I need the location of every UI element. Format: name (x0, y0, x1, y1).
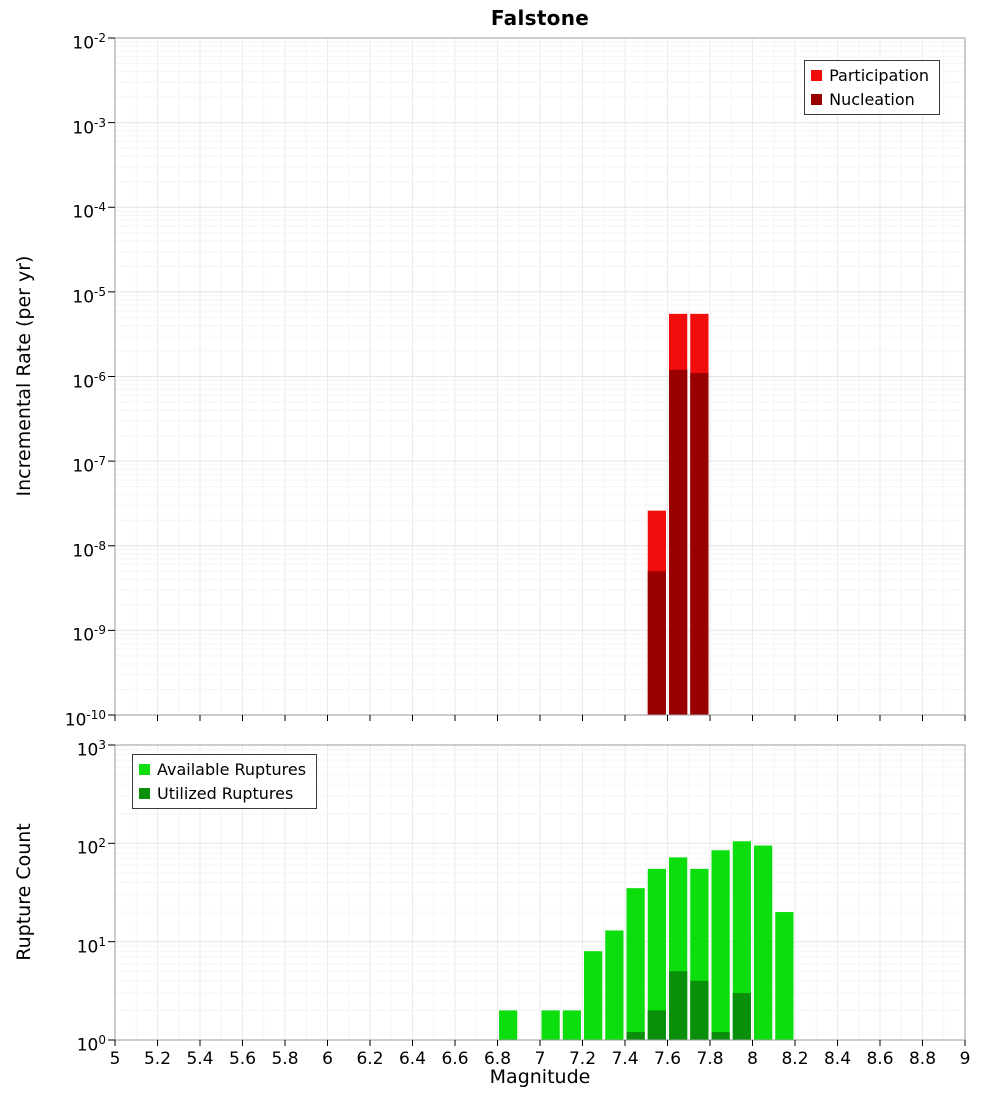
bar-available-ruptures (711, 850, 730, 1040)
bar-utilized-ruptures (669, 971, 688, 1040)
y-tick-label: 10-3 (72, 115, 106, 139)
bar-available-ruptures (626, 888, 645, 1040)
bar-available-ruptures (647, 868, 666, 1040)
participation-legend-label: Participation (829, 66, 929, 85)
bar-available-ruptures (732, 841, 751, 1040)
chart-title: Falstone (490, 6, 590, 30)
rate-legend: Participation Nucleation (804, 60, 940, 115)
bar-nucleation (669, 369, 688, 715)
x-tick-label: 5 (109, 1049, 121, 1069)
x-tick-label: 8 (747, 1049, 758, 1069)
x-tick-label: 8.4 (823, 1049, 852, 1069)
y-tick-label: 10-2 (72, 31, 106, 54)
x-tick-label: 6.8 (483, 1049, 512, 1069)
y-tick-label: 10-6 (72, 369, 106, 393)
y-tick-label: 10-10 (64, 708, 106, 731)
x-tick-label: 6.6 (441, 1049, 469, 1069)
bar-utilized-ruptures (626, 1032, 645, 1040)
x-tick-label: 7.8 (696, 1049, 724, 1069)
y-tick-label: 100 (76, 1033, 106, 1056)
y-tick-label: 10-4 (72, 200, 106, 223)
y-tick-label: 10-5 (72, 284, 106, 308)
y-tick-label: 101 (76, 934, 106, 958)
legend-item-participation: Participation (811, 65, 929, 86)
x-tick-label: 6.2 (356, 1049, 384, 1069)
bar-available-ruptures (541, 1010, 560, 1040)
bar-available-ruptures (584, 951, 603, 1040)
x-tick-label: 5.2 (143, 1049, 172, 1069)
x-tick-label: 5.4 (186, 1049, 214, 1069)
x-tick-label: 8.6 (866, 1049, 894, 1069)
nucleation-swatch-icon (811, 94, 823, 105)
x-tick-label: 5.8 (271, 1049, 299, 1069)
bar-available-ruptures (562, 1010, 581, 1040)
x-tick-label: 8.8 (908, 1049, 937, 1069)
available-ruptures-legend-label: Available Ruptures (157, 760, 307, 779)
bar-utilized-ruptures (711, 1032, 730, 1040)
bar-nucleation (690, 372, 709, 715)
bar-nucleation (647, 571, 666, 715)
x-tick-label: 7 (534, 1049, 546, 1069)
x-tick-label: 6 (322, 1049, 333, 1069)
x-tick-label: 7.4 (611, 1049, 639, 1069)
y-tick-label: 102 (76, 836, 106, 859)
x-tick-label: 5.6 (228, 1049, 257, 1069)
x-tick-label: 6.4 (398, 1049, 427, 1069)
utilized-ruptures-legend-label: Utilized Ruptures (157, 784, 294, 803)
legend-item-nucleation: Nucleation (811, 89, 929, 110)
y-tick-label: 103 (76, 738, 106, 761)
x-tick-label: 7.6 (653, 1049, 682, 1069)
y-tick-label: 10-7 (72, 454, 106, 477)
bar-available-ruptures (499, 1010, 518, 1040)
available-ruptures-swatch-icon (139, 764, 150, 775)
bar-utilized-ruptures (647, 1010, 666, 1040)
x-tick-label: 7.2 (568, 1049, 597, 1069)
count-legend: Available Ruptures Utilized Ruptures (132, 754, 318, 809)
bar-available-ruptures (605, 930, 624, 1040)
bar-utilized-ruptures (690, 980, 709, 1040)
legend-item-utilized-ruptures: Utilized Ruptures (139, 783, 306, 804)
participation-swatch-icon (811, 70, 823, 81)
y-tick-label: 10-9 (72, 623, 106, 647)
x-tick-label: 8.2 (781, 1049, 809, 1069)
nucleation-legend-label: Nucleation (829, 90, 915, 109)
x-tick-label: 9 (959, 1049, 971, 1069)
legend-item-available-ruptures: Available Ruptures (139, 759, 306, 780)
magnitude-axis-label: Magnitude (489, 1066, 591, 1088)
y-tick-label: 10-8 (72, 538, 106, 562)
bar-utilized-ruptures (732, 993, 751, 1040)
bar-available-ruptures (754, 845, 773, 1040)
bar-available-ruptures (775, 912, 794, 1040)
utilized-ruptures-swatch-icon (139, 788, 150, 799)
